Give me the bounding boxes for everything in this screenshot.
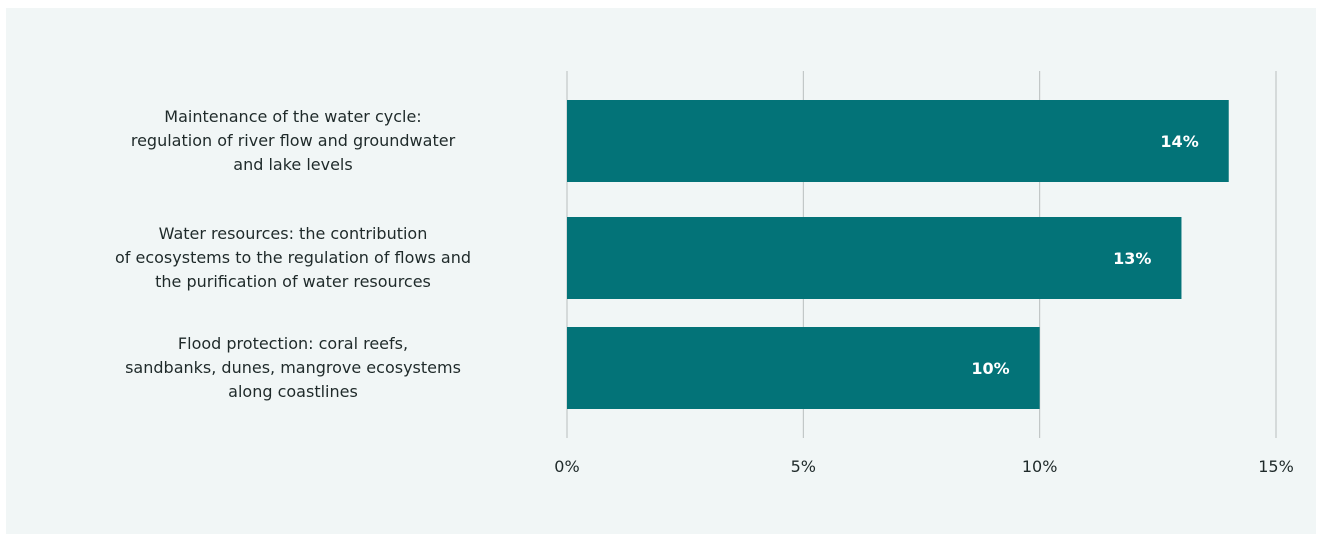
tick-label-3: 15% [1258,457,1294,476]
category-label-line: Flood protection: coral reefs, [178,334,408,353]
tick-label-1: 5% [791,457,816,476]
category-label-line: Maintenance of the water cycle: [164,107,421,126]
category-label-line: sandbanks, dunes, mangrove ecosystems [125,358,461,377]
category-label-line: along coastlines [228,382,358,401]
data-label-1: 13% [1113,249,1151,268]
data-label-0: 14% [1160,132,1198,151]
tick-label-2: 10% [1022,457,1058,476]
category-label-line: regulation of river flow and groundwater [131,131,456,150]
category-label-line: Water resources: the contribution [159,224,428,243]
category-label-2: Flood protection: coral reefs, sandbanks,… [125,334,461,401]
data-label-2: 10% [971,359,1009,378]
category-label-line: and lake levels [233,155,352,174]
category-label-line: of ecosystems to the regulation of flows… [115,248,471,267]
category-label-line: the purification of water resources [155,272,431,291]
category-label-0: Maintenance of the water cycle: regulatio… [131,107,456,174]
tick-label-0: 0% [554,457,579,476]
category-label-1: Water resources: the contribution of ecos… [115,224,471,291]
bar-1 [567,217,1182,299]
bar-0 [567,100,1229,182]
bar-2 [567,327,1040,409]
